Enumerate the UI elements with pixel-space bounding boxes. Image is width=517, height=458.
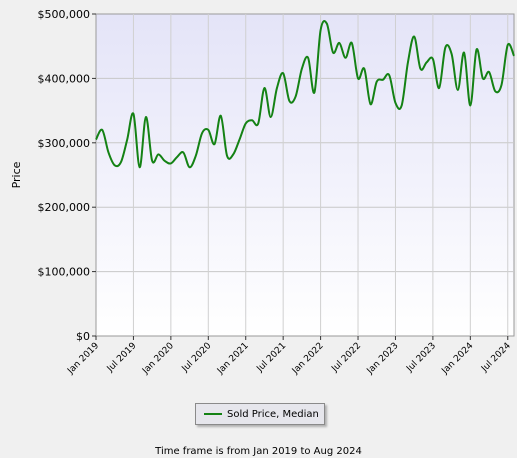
x-axis-ticks: Jan 2019 Jul 2019 Jan 2020 Jul 2020 Jan 2021… bbox=[65, 336, 513, 377]
x-tick-label: Jan 2024 bbox=[440, 341, 476, 377]
legend-label: Sold Price, Median bbox=[227, 408, 319, 420]
series-line-sold-price-median bbox=[95, 20, 515, 169]
y-tick-label: $400,000 bbox=[38, 72, 91, 85]
legend-swatch bbox=[204, 413, 222, 415]
plot-area bbox=[95, 13, 515, 337]
gridlines bbox=[96, 14, 514, 336]
x-tick-label: Jan 2022 bbox=[290, 341, 326, 377]
x-tick-label: Jul 2022 bbox=[329, 341, 363, 375]
y-tick-label: $300,000 bbox=[38, 137, 91, 150]
x-tick-label: Jul 2019 bbox=[105, 341, 139, 375]
x-tick-label: Jan 2019 bbox=[65, 341, 101, 377]
x-tick-label: Jul 2023 bbox=[404, 341, 438, 375]
y-tick-label: $0 bbox=[76, 330, 90, 343]
y-axis-title: Price bbox=[10, 161, 23, 188]
x-tick-label: Jul 2024 bbox=[479, 341, 513, 375]
y-tick-label: $100,000 bbox=[38, 266, 91, 279]
x-tick-label: Jan 2021 bbox=[215, 341, 251, 377]
footnote: Time frame is from Jan 2019 to Aug 2024 bbox=[155, 446, 362, 457]
legend: Sold Price, Median bbox=[195, 403, 325, 425]
y-axis-ticks: $0 $100,000 $200,000 $300,000 $400,000 $500,0… bbox=[38, 8, 96, 343]
x-tick-label: Jul 2021 bbox=[255, 341, 289, 375]
x-tick-label: Jul 2020 bbox=[180, 341, 214, 375]
series-group bbox=[95, 20, 515, 169]
x-tick-label: Jan 2023 bbox=[365, 341, 401, 377]
x-tick-label: Jan 2020 bbox=[140, 341, 176, 377]
y-tick-label: $200,000 bbox=[38, 201, 91, 214]
y-tick-label: $500,000 bbox=[38, 8, 91, 21]
